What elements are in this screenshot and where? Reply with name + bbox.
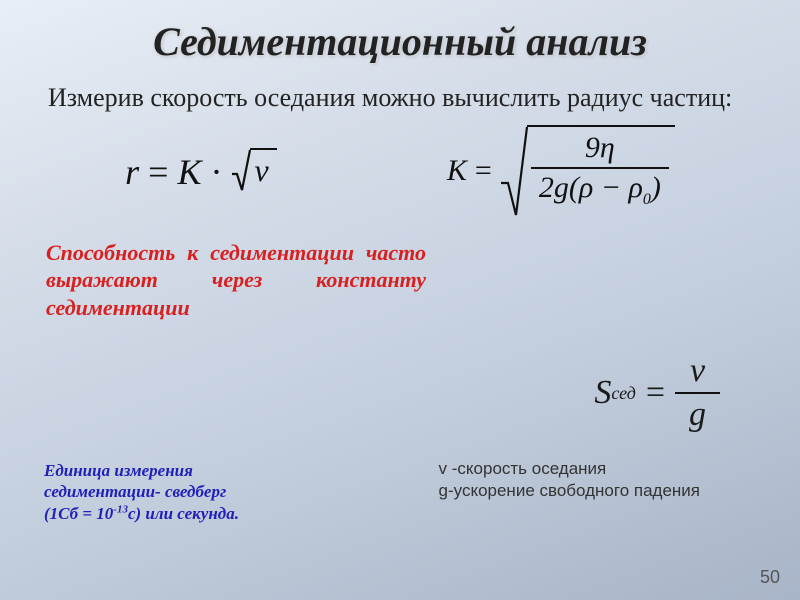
red-text: Способность к седиментации часто выражаю… xyxy=(0,217,426,322)
formula-sced: Sсед = v g xyxy=(594,352,720,434)
f2-den-left: 2g(ρ − ρ xyxy=(539,171,643,204)
blue-l1: Единица измерения xyxy=(44,461,193,480)
blue-l2: седиментации- сведберг xyxy=(44,482,226,501)
page-title: Седиментационный анализ xyxy=(0,0,800,65)
f2-den-right: ) xyxy=(651,171,661,204)
f1-lhs: r xyxy=(125,152,139,192)
f1-eq: = xyxy=(148,152,168,192)
blue-l3b: с) или секунда. xyxy=(128,504,239,523)
f2-eq: = xyxy=(475,154,492,188)
blue-text: Единица измерения седиментации- сведберг… xyxy=(44,460,344,524)
blue-l3s: -13 xyxy=(113,503,128,515)
formula-row: r = K · v K = 9η 2g(ρ − ρ0) xyxy=(0,115,800,217)
f2-den: 2g(ρ − ρ0) xyxy=(531,169,669,209)
intro-text: Измерив скорость оседания можно вычислит… xyxy=(0,65,800,115)
f2-den-sub: 0 xyxy=(643,191,651,208)
legend: v -скорость оседания g-ускорение свободн… xyxy=(439,458,700,502)
sqrt-icon xyxy=(500,125,528,217)
f1-K: K xyxy=(177,152,201,192)
f1-dot: · xyxy=(210,152,222,192)
formula-r: r = K · v xyxy=(125,148,277,193)
sced-frac: v g xyxy=(675,352,720,434)
f2-sqrt: 9η 2g(ρ − ρ0) xyxy=(500,125,675,217)
f2-num: 9η xyxy=(531,131,669,169)
blue-l3a: (1Сб = 10 xyxy=(44,504,113,523)
f2-frac: 9η 2g(ρ − ρ0) xyxy=(531,131,669,209)
f2-lhs: K xyxy=(447,154,467,188)
legend-l1: v -скорость оседания xyxy=(439,459,607,478)
page-number: 50 xyxy=(760,567,780,588)
sced-den: g xyxy=(675,394,720,434)
formula-K: K = 9η 2g(ρ − ρ0) xyxy=(447,125,675,217)
legend-l2: g-ускорение свободного падения xyxy=(439,481,700,500)
f1-sqrt: v xyxy=(231,148,276,192)
sqrt-icon xyxy=(231,148,251,192)
sced-sub: сед xyxy=(611,383,635,404)
sced-eq: = xyxy=(646,374,665,412)
sced-S: S xyxy=(594,374,611,412)
sced-num: v xyxy=(675,352,720,394)
f1-v: v xyxy=(254,152,268,188)
